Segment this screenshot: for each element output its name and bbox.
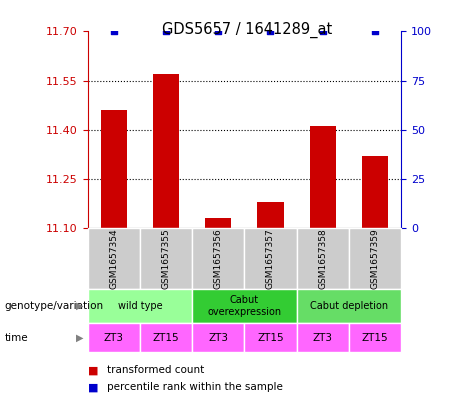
Point: [214, 28, 222, 35]
Bar: [310, 127, 336, 228]
Text: Cabut depletion: Cabut depletion: [310, 301, 388, 311]
Point: [267, 28, 274, 35]
Text: ZT15: ZT15: [257, 332, 284, 343]
Text: ZT15: ZT15: [153, 332, 179, 343]
Bar: [100, 110, 127, 228]
Text: wild type: wild type: [118, 301, 162, 311]
Text: ■: ■: [88, 365, 98, 375]
Text: transformed count: transformed count: [107, 365, 204, 375]
Point: [319, 28, 326, 35]
Bar: [153, 74, 179, 228]
Text: GSM1657358: GSM1657358: [318, 228, 327, 289]
Text: genotype/variation: genotype/variation: [5, 301, 104, 311]
Bar: [205, 218, 231, 228]
Text: GSM1657355: GSM1657355: [161, 228, 171, 289]
Text: ▶: ▶: [76, 332, 83, 343]
Point: [371, 28, 378, 35]
Point: [162, 28, 170, 35]
Text: ■: ■: [88, 382, 98, 392]
Text: ZT3: ZT3: [104, 332, 124, 343]
Bar: [257, 202, 284, 228]
Text: ZT15: ZT15: [361, 332, 388, 343]
Text: time: time: [5, 332, 28, 343]
Text: GSM1657357: GSM1657357: [266, 228, 275, 289]
Text: GSM1657359: GSM1657359: [371, 228, 379, 289]
Text: ZT3: ZT3: [208, 332, 228, 343]
Text: ▶: ▶: [76, 301, 83, 311]
Text: percentile rank within the sample: percentile rank within the sample: [107, 382, 283, 392]
Bar: [362, 156, 388, 228]
Text: Cabut
overexpression: Cabut overexpression: [207, 296, 281, 317]
Point: [110, 28, 118, 35]
Text: ZT3: ZT3: [313, 332, 333, 343]
Text: GDS5657 / 1641289_at: GDS5657 / 1641289_at: [161, 22, 332, 38]
Text: GSM1657356: GSM1657356: [214, 228, 223, 289]
Text: GSM1657354: GSM1657354: [109, 228, 118, 289]
